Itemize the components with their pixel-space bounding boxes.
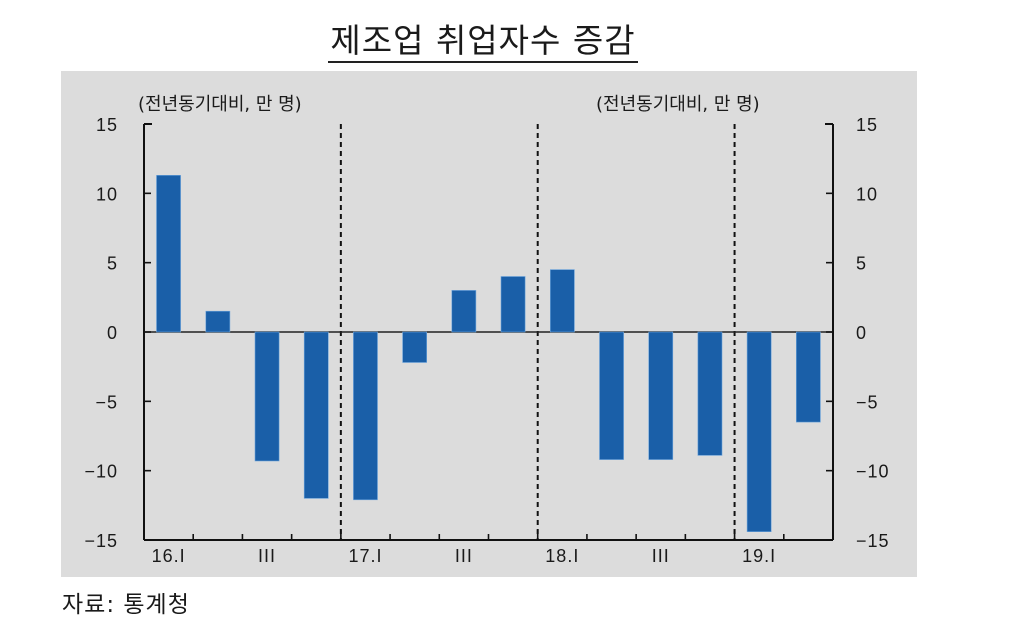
unit-label-left: (전년동기대비, 만 명)	[138, 94, 302, 115]
x-tick-label: 18.I	[545, 546, 579, 566]
y-tick-label-left: 0	[107, 323, 118, 343]
x-tick-label: 19.I	[742, 546, 776, 566]
x-tick-label: III	[652, 546, 670, 566]
bar-17.II	[402, 331, 428, 363]
bar-16.I	[156, 175, 181, 333]
chart-panel	[61, 71, 917, 577]
bar-16.II	[205, 310, 231, 333]
chart-title: 제조업 취업자수 증감	[0, 14, 966, 63]
source-note: 자료: 통계청	[62, 592, 190, 618]
y-tick-label-right: 5	[856, 254, 867, 274]
x-tick-label: 16.I	[152, 546, 186, 566]
y-tick-label-right: −5	[856, 392, 879, 412]
y-tick-label-left: −5	[95, 392, 118, 412]
bar-17.I	[353, 331, 378, 501]
bar-18.I	[549, 269, 575, 333]
unit-label-right: (전년동기대비, 만 명)	[596, 94, 760, 115]
bar-18.III	[648, 331, 674, 460]
y-tick-label-right: 10	[856, 184, 878, 204]
y-tick-label-left: 10	[96, 184, 118, 204]
chart-title-text: 제조업 취업자수 증감	[328, 21, 638, 63]
y-tick-label-right: −10	[856, 462, 890, 482]
bar-16.IV	[303, 331, 329, 499]
x-tick-label: 17.I	[348, 546, 382, 566]
y-tick-label-right: 0	[856, 323, 867, 343]
bar-17.III	[451, 290, 477, 333]
bar-19.II	[795, 331, 821, 423]
x-tick-labels: 16.I III 17.I III 18.I III 19.I	[152, 546, 776, 566]
y-tick-label-right: −15	[856, 531, 890, 551]
bars	[156, 175, 821, 532]
y-tick-labels: 15 15 10 10 5 5 0 0 −5 −5 −10 −10 −15 −15	[84, 115, 890, 551]
y-tick-label-left: −10	[84, 462, 118, 482]
bar-19.I	[746, 331, 772, 532]
bar-18.IV	[697, 331, 723, 456]
axes	[143, 123, 834, 541]
y-tick-label-left: 5	[107, 254, 118, 274]
bar-16.III	[254, 331, 280, 462]
x-tick-label: III	[455, 546, 473, 566]
bar-18.II	[599, 331, 624, 460]
y-tick-label-left: 15	[96, 115, 118, 135]
x-tick-label: III	[258, 546, 276, 566]
y-tick-label-left: −15	[84, 531, 118, 551]
y-tick-label-right: 15	[856, 115, 878, 135]
bar-17.IV	[500, 276, 526, 333]
